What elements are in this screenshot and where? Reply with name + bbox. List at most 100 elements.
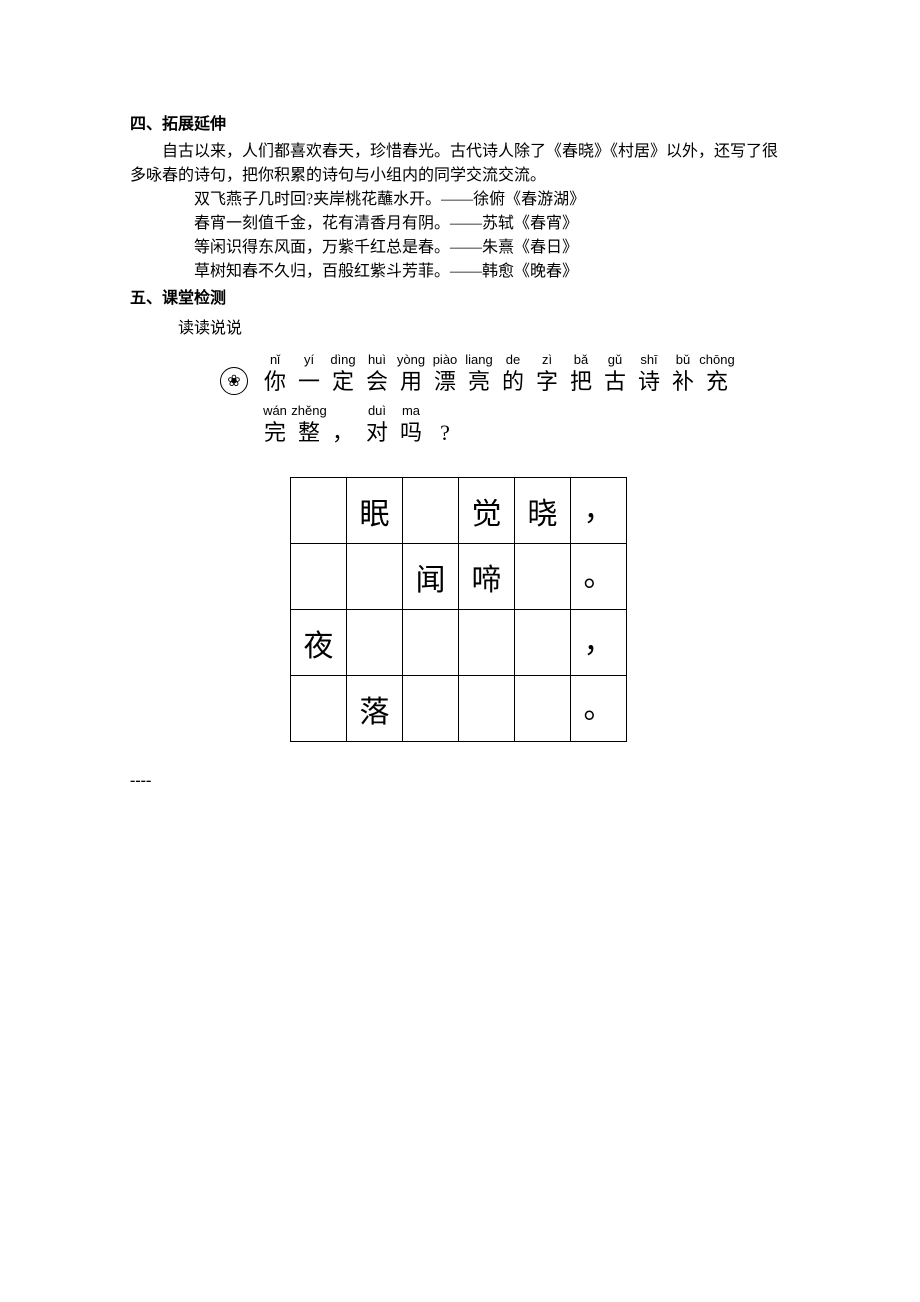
flower-icon: ❀ bbox=[220, 367, 248, 395]
pinyin: wán bbox=[263, 403, 287, 419]
pinyin: de bbox=[506, 352, 520, 368]
ruby-char: zhěng整 bbox=[292, 403, 326, 448]
grid-cell bbox=[515, 676, 571, 742]
section-5-subtitle: 读读说说 bbox=[178, 314, 790, 338]
hanzi: 用 bbox=[400, 368, 422, 397]
poem-grid-table: 眠觉晓，闻啼。夜，落。 bbox=[290, 477, 627, 742]
pinyin: zhěng bbox=[291, 403, 326, 419]
grid-cell: ， bbox=[571, 478, 627, 544]
ruby-char: dìng定 bbox=[326, 352, 360, 397]
ruby-char: piào漂 bbox=[428, 352, 462, 397]
pinyin: chōng bbox=[699, 352, 734, 368]
ruby-char: de的 bbox=[496, 352, 530, 397]
hanzi: 的 bbox=[502, 368, 524, 397]
poem-line-1: 双飞燕子几时回?夹岸桃花蘸水开。——徐俯《春游湖》 bbox=[194, 188, 790, 212]
section-5-heading: 五、课堂检测 bbox=[130, 284, 790, 308]
grid-cell bbox=[347, 610, 403, 676]
grid-cell: 。 bbox=[571, 676, 627, 742]
hanzi: 整 bbox=[298, 419, 320, 448]
pinyin: yòng bbox=[397, 352, 425, 368]
pinyin: nǐ bbox=[270, 352, 280, 368]
pinyin: dìng bbox=[330, 352, 355, 368]
grid-cell bbox=[403, 478, 459, 544]
ruby-char: ， bbox=[326, 403, 360, 448]
grid-cell bbox=[403, 676, 459, 742]
grid-row: 眠觉晓， bbox=[291, 478, 627, 544]
grid-cell: 。 bbox=[571, 544, 627, 610]
grid-cell bbox=[291, 676, 347, 742]
grid-cell: 晓 bbox=[515, 478, 571, 544]
grid-cell: 觉 bbox=[459, 478, 515, 544]
ruby-char: bǔ补 bbox=[666, 352, 700, 397]
grid-cell bbox=[291, 478, 347, 544]
hanzi: 漂 bbox=[434, 368, 456, 397]
hanzi: 亮 bbox=[468, 368, 490, 397]
grid-cell: 啼 bbox=[459, 544, 515, 610]
grid-cell bbox=[403, 610, 459, 676]
grid-cell bbox=[291, 544, 347, 610]
grid-cell: 眠 bbox=[347, 478, 403, 544]
pinyin: shī bbox=[640, 352, 657, 368]
hanzi: 诗 bbox=[638, 368, 660, 397]
hanzi: 一 bbox=[298, 368, 320, 397]
grid-cell bbox=[515, 544, 571, 610]
grid-cell bbox=[347, 544, 403, 610]
hanzi: 充 bbox=[706, 368, 728, 397]
pinyin: huì bbox=[368, 352, 386, 368]
section-5: 五、课堂检测 读读说说 ❀ nǐ你yí一dìng定huì会yòng用piào漂l… bbox=[130, 284, 790, 742]
grid-cell: 落 bbox=[347, 676, 403, 742]
prompt-line-1: ❀ nǐ你yí一dìng定huì会yòng用piào漂liang亮de的zì字b… bbox=[220, 352, 790, 397]
pinyin: piào bbox=[433, 352, 458, 368]
poem-line-4: 草树知春不久归，百般红紫斗芳菲。——韩愈《晚春》 bbox=[194, 260, 790, 284]
hanzi: 你 bbox=[264, 368, 286, 397]
hanzi: 字 bbox=[536, 368, 558, 397]
ruby-char: gǔ古 bbox=[598, 352, 632, 397]
ruby-char: ma吗 bbox=[394, 403, 428, 448]
pinyin: ma bbox=[402, 403, 420, 419]
section-4-intro: 自古以来，人们都喜欢春天，珍惜春光。古代诗人除了《春晓》《村居》以外，还写了很多… bbox=[130, 140, 790, 188]
pinyin: bǔ bbox=[676, 352, 690, 368]
exercise-prompt: ❀ nǐ你yí一dìng定huì会yòng用piào漂liang亮de的zì字b… bbox=[220, 352, 790, 447]
dashes: ---- bbox=[130, 772, 790, 790]
grid-cell: 夜 bbox=[291, 610, 347, 676]
ruby-char: wán完 bbox=[258, 403, 292, 448]
poem-line-2: 春宵一刻值千金，花有清香月有阴。——苏轼《春宵》 bbox=[194, 212, 790, 236]
grid-cell bbox=[515, 610, 571, 676]
grid-row: 落。 bbox=[291, 676, 627, 742]
section-4: 四、拓展延伸 自古以来，人们都喜欢春天，珍惜春光。古代诗人除了《春晓》《村居》以… bbox=[130, 110, 790, 284]
pinyin: bǎ bbox=[574, 352, 588, 368]
ruby-char: duì对 bbox=[360, 403, 394, 448]
grid-row: 夜， bbox=[291, 610, 627, 676]
hanzi: 把 bbox=[570, 368, 592, 397]
pinyin: liang bbox=[465, 352, 492, 368]
grid-cell bbox=[459, 676, 515, 742]
ruby-char: bǎ把 bbox=[564, 352, 598, 397]
hanzi: 定 bbox=[332, 368, 354, 397]
ruby-char: yòng用 bbox=[394, 352, 428, 397]
ruby-char: yí一 bbox=[292, 352, 326, 397]
hanzi: 补 bbox=[672, 368, 694, 397]
ruby-text-line-2: wán完zhěng整，duì对ma吗? bbox=[258, 403, 790, 448]
poem-line-3: 等闲识得东风面，万紫千红总是春。——朱熹《春日》 bbox=[194, 236, 790, 260]
pinyin: yí bbox=[304, 352, 314, 368]
ruby-char: ? bbox=[428, 403, 462, 448]
ruby-char: zì字 bbox=[530, 352, 564, 397]
grid-row: 闻啼。 bbox=[291, 544, 627, 610]
hanzi: ? bbox=[440, 419, 450, 448]
hanzi: 对 bbox=[366, 419, 388, 448]
hanzi: 古 bbox=[604, 368, 626, 397]
ruby-char: huì会 bbox=[360, 352, 394, 397]
section-4-heading: 四、拓展延伸 bbox=[130, 110, 790, 134]
hanzi: 吗 bbox=[400, 419, 422, 448]
pinyin: zì bbox=[542, 352, 552, 368]
grid-cell: ， bbox=[571, 610, 627, 676]
hanzi: ， bbox=[332, 419, 354, 448]
ruby-char: chōng充 bbox=[700, 352, 734, 397]
pinyin: gǔ bbox=[608, 352, 622, 368]
pinyin: duì bbox=[368, 403, 386, 419]
ruby-text-line-1: nǐ你yí一dìng定huì会yòng用piào漂liang亮de的zì字bǎ把… bbox=[258, 352, 734, 397]
grid-cell: 闻 bbox=[403, 544, 459, 610]
hanzi: 完 bbox=[264, 419, 286, 448]
ruby-char: shī诗 bbox=[632, 352, 666, 397]
ruby-char: nǐ你 bbox=[258, 352, 292, 397]
